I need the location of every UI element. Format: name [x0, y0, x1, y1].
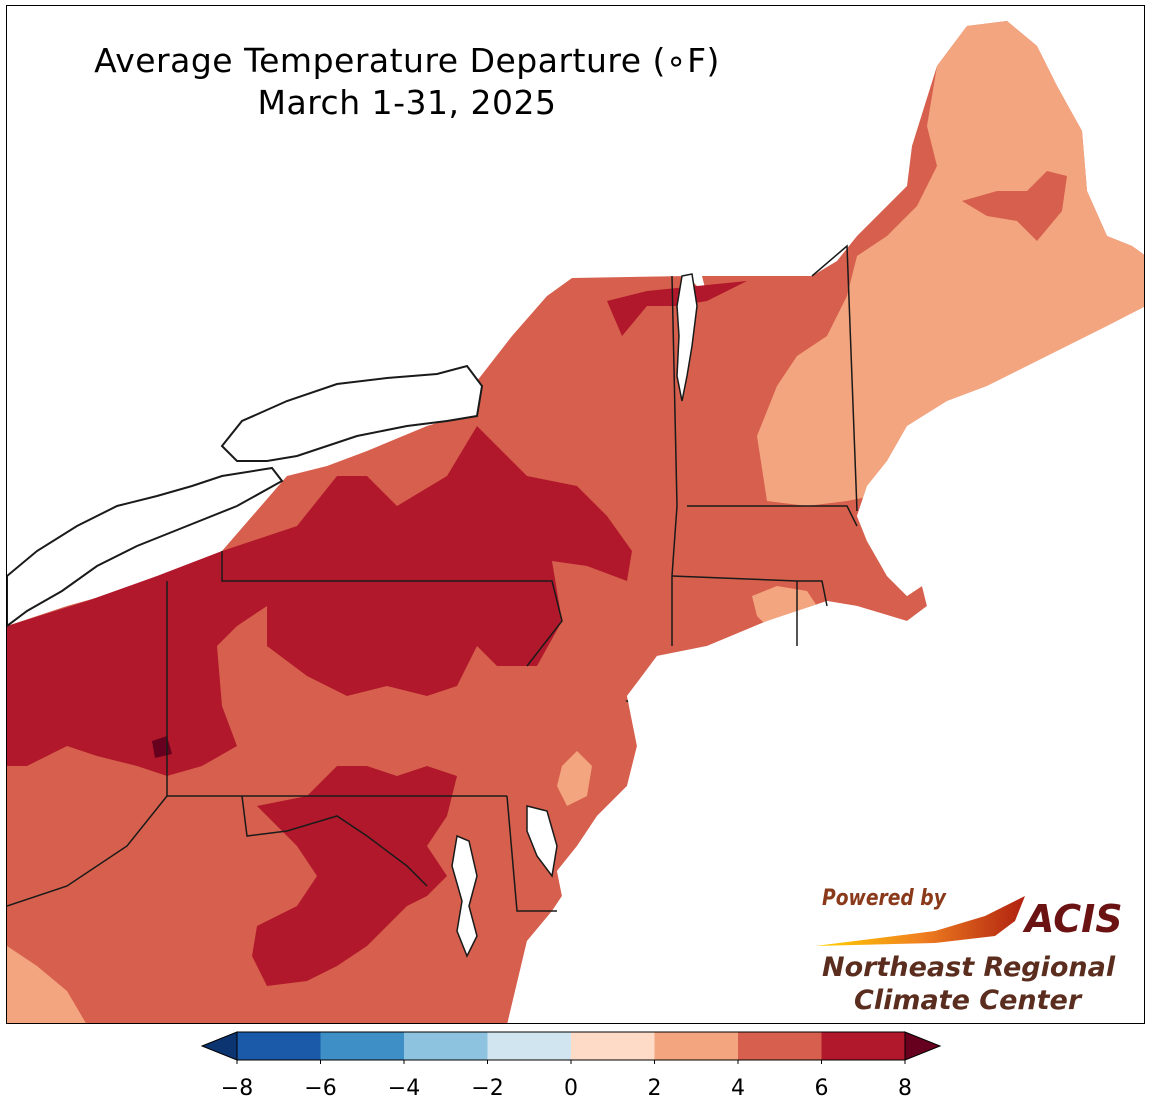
colorbar-under-arrow [200, 1031, 238, 1061]
colorbar-legend [200, 1031, 942, 1064]
nrcc-name-line2: Climate Center [854, 985, 1082, 1016]
region-2-4-maine [757, 21, 1144, 506]
colorbar-tick-label: 2 [647, 1076, 662, 1101]
lake-ontario [220, 364, 484, 462]
colorbar-tick-label: −2 [471, 1076, 504, 1101]
colorbar-tick-label: 8 [898, 1076, 912, 1101]
acis-swoosh-logo [815, 896, 1025, 946]
lake-champlain [676, 273, 698, 402]
colorbar-segment [738, 1032, 822, 1060]
colorbar-segment [487, 1032, 571, 1060]
colorbar-tick-label: −6 [304, 1076, 337, 1101]
chesapeake-bay [451, 834, 478, 958]
region-6-8-west [7, 426, 632, 776]
lake-erie [7, 466, 284, 628]
region-2-4-pa [557, 751, 592, 806]
colorbar-segment [571, 1032, 655, 1060]
colorbar-segment [654, 1032, 738, 1060]
colorbar-segment [320, 1032, 404, 1060]
colorbar-tick-label: 4 [731, 1076, 745, 1101]
map-frame: Average Temperature Departure (∘F) March… [6, 5, 1145, 1024]
colorbar-over-arrow [904, 1031, 942, 1061]
colorbar-tick-label: 6 [814, 1076, 829, 1101]
region-6-8-vermont [607, 281, 747, 336]
region-2-4-sw [7, 946, 86, 1023]
colorbar-segment [404, 1032, 488, 1060]
state-borders [7, 244, 858, 912]
colorbar-tick-label: −8 [220, 1076, 254, 1101]
map-date-range: March 1-31, 2025 [257, 83, 557, 122]
region-6-8-south [252, 766, 457, 986]
colorbar-segment [821, 1032, 905, 1060]
nrcc-name-line1: Northeast Regional [822, 952, 1116, 983]
temperature-departure-map [7, 21, 1144, 1023]
colorbar-tick-label: 0 [564, 1076, 578, 1101]
ocean [507, 307, 1144, 1023]
region-4-6-maine-interior [962, 171, 1067, 241]
colorbar-tick-label: −4 [387, 1076, 421, 1101]
delaware-bay [526, 805, 558, 878]
powered-by-label: Powered by [822, 886, 946, 911]
map-title: Average Temperature Departure (∘F) [94, 41, 720, 80]
colorbar-segment [237, 1032, 321, 1060]
acis-logo-text: ACIS [1025, 897, 1123, 941]
